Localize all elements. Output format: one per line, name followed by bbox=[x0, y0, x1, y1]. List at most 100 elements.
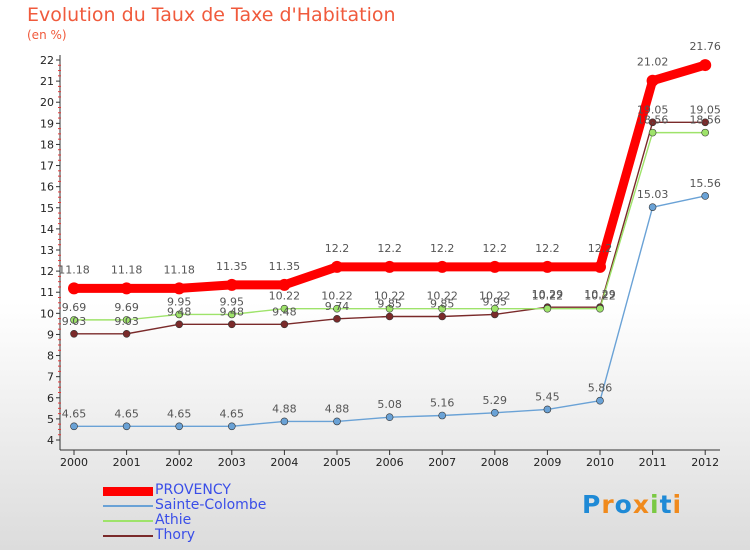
data-point bbox=[438, 312, 447, 321]
data-point bbox=[596, 396, 604, 405]
legend-label: Athie bbox=[155, 512, 192, 528]
data-label: 5.08 bbox=[377, 398, 402, 411]
y-tick-label: 5 bbox=[47, 413, 54, 426]
data-label: 11.35 bbox=[216, 260, 248, 273]
data-label: 10.29 bbox=[584, 288, 616, 301]
data-label: 19.05 bbox=[637, 103, 669, 116]
chart-axes: 4 5 6 7 8 9 10 11 12 13 14 15 16 17 18 19 20 21 22 2000 2001… bbox=[40, 54, 720, 469]
data-point bbox=[701, 118, 710, 127]
y-tick-label: 21 bbox=[40, 75, 54, 88]
x-tick-label: 2005 bbox=[323, 456, 351, 469]
data-label: 12.2 bbox=[535, 242, 560, 255]
data-label: 9.85 bbox=[377, 298, 402, 311]
data-label: 5.45 bbox=[535, 390, 560, 403]
data-label: 4.65 bbox=[114, 407, 139, 420]
data-label: 12.2 bbox=[377, 242, 402, 255]
data-point bbox=[648, 118, 657, 127]
x-tick-label: 2006 bbox=[376, 456, 404, 469]
data-label: 9.03 bbox=[114, 315, 139, 328]
data-label: 5.86 bbox=[588, 382, 613, 395]
logo-letter: x bbox=[632, 490, 650, 519]
y-tick-label: 16 bbox=[40, 181, 54, 194]
legend-label: PROVENCY bbox=[155, 482, 231, 498]
data-point bbox=[228, 310, 236, 319]
legend-swatch bbox=[103, 486, 153, 496]
data-point bbox=[438, 304, 447, 313]
y-tick-label: 14 bbox=[40, 223, 54, 236]
data-point bbox=[333, 304, 341, 313]
data-label: 15.56 bbox=[689, 177, 721, 190]
legend-swatch bbox=[103, 520, 153, 522]
data-point bbox=[490, 408, 499, 417]
data-label: 10.29 bbox=[532, 288, 564, 301]
data-label: 19.05 bbox=[689, 103, 721, 116]
y-tick-label: 8 bbox=[47, 350, 54, 363]
data-point bbox=[648, 128, 657, 137]
data-labels: 11.18 11.18 11.18 11.35 11.35 12.2 12.2 12.2 12.… bbox=[58, 40, 721, 420]
data-point bbox=[438, 411, 447, 420]
data-label: 12.2 bbox=[325, 242, 350, 255]
x-tick-label: 2011 bbox=[639, 456, 667, 469]
data-point bbox=[122, 422, 131, 431]
data-point bbox=[280, 417, 289, 426]
logo-letter: i bbox=[650, 490, 660, 519]
data-label: 11.18 bbox=[58, 263, 90, 276]
data-label: 10.22 bbox=[374, 290, 406, 303]
data-label: 4.88 bbox=[325, 402, 350, 415]
data-point bbox=[383, 260, 396, 273]
data-label: 11.18 bbox=[111, 263, 143, 276]
data-label: 4.65 bbox=[62, 407, 87, 420]
y-tick-label: 4 bbox=[47, 434, 54, 447]
data-point bbox=[175, 422, 183, 431]
data-label: 12.2 bbox=[483, 242, 508, 255]
data-label: 9.48 bbox=[272, 305, 297, 318]
data-point bbox=[385, 304, 394, 313]
y-tick-label: 9 bbox=[47, 328, 54, 341]
data-label: 10.22 bbox=[321, 290, 353, 303]
data-point bbox=[699, 59, 712, 72]
data-point bbox=[701, 128, 710, 137]
data-point bbox=[175, 310, 183, 319]
data-point bbox=[333, 417, 341, 426]
chart-title: Evolution du Taux de Taxe d'Habitation bbox=[27, 4, 396, 26]
x-tick-label: 2003 bbox=[218, 456, 246, 469]
data-point bbox=[280, 304, 289, 313]
y-tick-label: 7 bbox=[47, 371, 54, 384]
data-label: 9.48 bbox=[167, 305, 192, 318]
data-label: 4.88 bbox=[272, 402, 297, 415]
data-point bbox=[701, 192, 710, 200]
y-tick-label: 13 bbox=[40, 244, 54, 257]
data-point bbox=[488, 260, 501, 273]
data-point bbox=[228, 422, 236, 431]
data-label: 18.56 bbox=[689, 114, 721, 127]
y-tick-label: 10 bbox=[40, 307, 54, 320]
data-point bbox=[331, 260, 343, 273]
y-tick-label: 6 bbox=[47, 392, 54, 405]
x-tick-label: 2004 bbox=[270, 456, 298, 469]
x-tick-label: 2007 bbox=[428, 456, 456, 469]
data-point bbox=[120, 282, 133, 295]
legend-swatch bbox=[103, 535, 153, 537]
chart-unit-label: (en %) bbox=[27, 28, 67, 42]
data-point bbox=[646, 74, 659, 87]
data-label: 10.22 bbox=[269, 290, 301, 303]
data-point bbox=[648, 203, 657, 211]
data-label: 9.03 bbox=[62, 315, 87, 328]
data-point bbox=[68, 282, 80, 295]
logo-letter: o bbox=[614, 490, 633, 519]
x-tick-label: 2008 bbox=[481, 456, 509, 469]
series-line-0 bbox=[69, 60, 710, 293]
x-tick-label: 2009 bbox=[533, 456, 561, 469]
data-point bbox=[70, 330, 78, 338]
data-point bbox=[543, 304, 552, 313]
series-points bbox=[68, 59, 712, 431]
y-tick-label: 22 bbox=[40, 54, 54, 67]
x-tick-label: 2010 bbox=[586, 456, 614, 469]
data-label: 4.65 bbox=[220, 407, 245, 420]
x-tick-label: 2012 bbox=[691, 456, 719, 469]
data-point bbox=[333, 315, 341, 323]
logo-letter: P bbox=[582, 490, 602, 519]
data-point bbox=[173, 282, 186, 295]
